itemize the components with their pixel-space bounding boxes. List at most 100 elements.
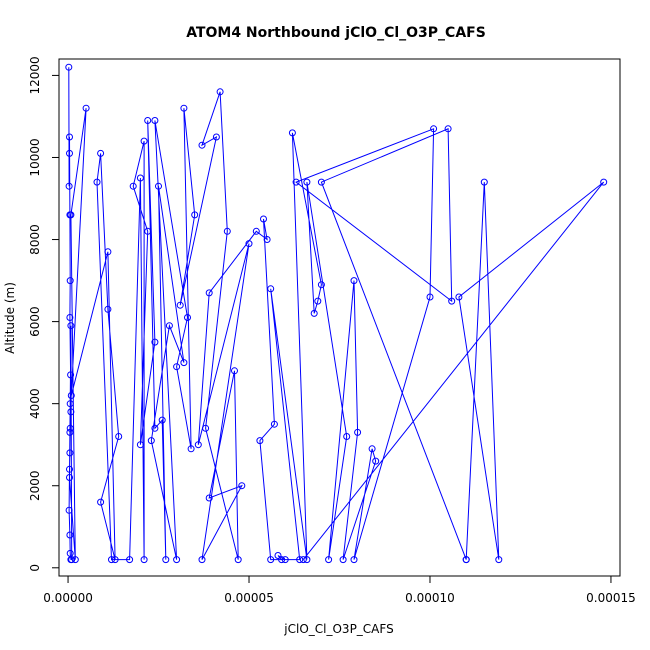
y-tick-label: 12000 [28, 56, 42, 94]
data-point [66, 424, 74, 432]
data-point [151, 338, 159, 346]
data-point [173, 363, 181, 371]
data-point [231, 367, 238, 375]
chart-title-layer: ATOM4 Northbound jClO_Cl_O3P_CAFS [186, 25, 486, 41]
data-point [108, 556, 115, 564]
data-point [67, 392, 75, 399]
data-point [317, 178, 325, 186]
data-point [66, 149, 73, 157]
data-point [65, 182, 73, 190]
data-point [129, 182, 137, 190]
x-tick-label: 0.00010 [405, 591, 455, 605]
y-tick-label: 8000 [28, 224, 42, 255]
axes-layer: 0.00000 0.00005 0.00010 0.00015 0 2000 4000 600… [28, 56, 636, 605]
data-point [65, 506, 73, 514]
data-point [115, 433, 123, 440]
data-point [162, 556, 170, 564]
data-point [350, 556, 358, 564]
data-point [165, 322, 173, 330]
data-point [180, 104, 188, 112]
data-point [104, 248, 112, 256]
data-point [67, 408, 75, 416]
data-point [314, 297, 322, 305]
data-point [288, 129, 296, 137]
data-point [66, 277, 74, 285]
data-point [126, 556, 134, 564]
data-point [260, 215, 267, 223]
data-point [66, 428, 74, 436]
data-point [462, 556, 470, 564]
data-point [66, 133, 73, 141]
x-tick-label: 0.00015 [586, 591, 636, 605]
data-point [66, 474, 73, 481]
data-point [66, 465, 73, 473]
data-point [296, 556, 304, 564]
data-point [187, 445, 195, 453]
data-point [234, 556, 242, 564]
data-point [303, 178, 311, 186]
data-point [158, 416, 166, 424]
data-point [155, 182, 162, 190]
data-point [317, 281, 325, 289]
data-point [97, 149, 105, 157]
data-point [205, 494, 213, 502]
data-point [180, 359, 188, 367]
data-point [263, 236, 271, 243]
data-point [65, 63, 73, 71]
data-point [281, 556, 289, 564]
data-point [448, 297, 456, 305]
data-point [67, 211, 75, 219]
y-tick-label: 2000 [28, 470, 42, 501]
y-axis-label: Altitude (m) [3, 282, 17, 354]
y-tick-label: 0 [28, 564, 42, 572]
y-tick-label: 6000 [28, 306, 42, 337]
data-point [600, 178, 608, 186]
data-point [176, 301, 184, 309]
data-point [278, 556, 286, 564]
data-point [66, 531, 74, 539]
data-point [372, 457, 380, 465]
data-point [67, 322, 75, 330]
data-point [82, 104, 90, 112]
data-point [140, 137, 148, 145]
data-point [151, 424, 159, 432]
data-point [68, 556, 76, 564]
data-point [140, 556, 148, 564]
data-point [274, 552, 282, 559]
data-point [104, 305, 112, 313]
data-point [184, 314, 191, 321]
data-point [202, 424, 210, 432]
data-point [144, 117, 152, 124]
data-point [430, 125, 438, 133]
data-point [212, 133, 220, 141]
data-point [267, 556, 275, 564]
data-point [245, 240, 253, 248]
data-point [144, 227, 152, 235]
data-point [223, 227, 231, 235]
data-point [256, 437, 264, 445]
data-point [303, 556, 311, 564]
data-point [93, 178, 101, 186]
data-point [136, 174, 144, 182]
chart-title: ATOM4 Northbound jClO_Cl_O3P_CAFS [186, 25, 486, 41]
data-point [66, 449, 74, 457]
data-point [267, 285, 275, 293]
data-point [455, 293, 463, 301]
data-point [368, 445, 376, 453]
data-point [216, 88, 224, 96]
y-tick-label: 10000 [28, 138, 42, 176]
data-point [270, 420, 278, 428]
x-tick-label: 0.00005 [224, 591, 274, 605]
data-point [480, 178, 488, 186]
data-point [339, 556, 347, 564]
data-point [325, 556, 333, 564]
data-point [191, 211, 199, 219]
x-axis-label: jClO_Cl_O3P_CAFS [283, 622, 393, 636]
data-point [350, 277, 358, 285]
data-point [426, 293, 434, 301]
data-point [97, 498, 105, 506]
data-point [66, 314, 74, 321]
data-point [66, 400, 74, 408]
